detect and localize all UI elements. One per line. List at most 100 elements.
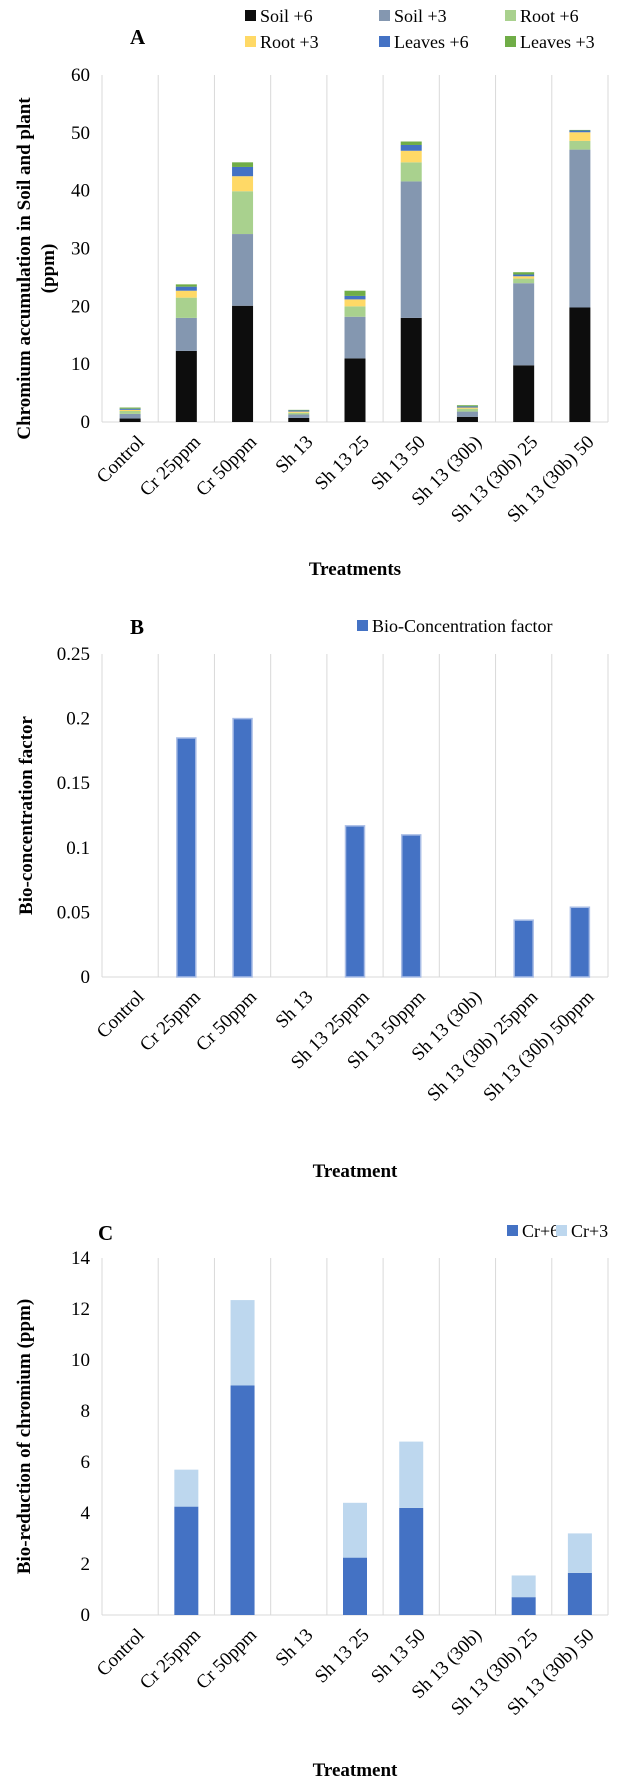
bar-bio-concentration-factor — [513, 919, 534, 978]
panel-label: C — [98, 1221, 113, 1245]
legend-label: Cr+3 — [571, 1221, 608, 1241]
legend-label: Soil +6 — [260, 6, 313, 26]
bar-root-3 — [288, 411, 310, 413]
bar-cr-6 — [567, 1572, 592, 1615]
bar-soil-3 — [119, 413, 141, 419]
bar-cr-3 — [343, 1502, 367, 1558]
bar-root-6 — [513, 278, 535, 284]
legend-swatch — [379, 36, 390, 47]
y-tick-label: 0.2 — [66, 709, 90, 730]
y-tick-label: 0.25 — [57, 644, 90, 665]
legend-label: Root +3 — [260, 32, 319, 52]
bar-root-3 — [344, 299, 366, 307]
x-tick-label: Control — [93, 1625, 149, 1681]
bar-soil-6 — [119, 418, 141, 422]
bar-soil-3 — [569, 149, 591, 308]
bar-root-6 — [288, 412, 310, 415]
x-axis-title: Treatment — [313, 1161, 398, 1182]
bar-soil-3 — [344, 316, 366, 359]
bar-leaves-6 — [513, 274, 535, 277]
legend-label: Soil +3 — [394, 6, 447, 26]
y-tick-label: 4 — [81, 1503, 91, 1524]
bar-cr-6 — [174, 1506, 199, 1615]
y-tick-label: 10 — [71, 1350, 90, 1371]
bar-root-6 — [344, 306, 366, 317]
bar-root-3 — [569, 132, 591, 141]
y-tick-label: 12 — [71, 1299, 90, 1320]
legend-label: Cr+6 — [522, 1221, 559, 1241]
x-tick-label: Cr 25ppm — [136, 987, 205, 1056]
bar-leaves-3 — [400, 141, 422, 145]
legend-label: Leaves +6 — [394, 32, 469, 52]
bar-soil-6 — [344, 358, 366, 422]
legend-swatch — [507, 1225, 518, 1236]
bar-cr-3 — [567, 1533, 592, 1573]
x-tick-label: Cr 50ppm — [192, 1625, 261, 1694]
bar-leaves-3 — [288, 409, 310, 411]
panel-label: A — [130, 25, 146, 49]
x-tick-label: Control — [93, 432, 149, 488]
y-axis-title: Chromium accumulation in Soil and plant(… — [14, 97, 59, 440]
bar-root-6 — [456, 408, 478, 412]
x-tick-label: Cr 25ppm — [136, 432, 205, 501]
y-tick-label: 50 — [71, 123, 90, 144]
y-tick-label: 0 — [81, 412, 91, 433]
bar-cr-6 — [230, 1385, 255, 1615]
y-tick-label: 2 — [81, 1554, 91, 1575]
legend-label: Root +6 — [520, 6, 579, 26]
bar-soil-3 — [232, 234, 254, 306]
bar-cr-6 — [511, 1597, 536, 1615]
bar-soil-3 — [456, 411, 478, 417]
x-tick-label: Sh 13 — [272, 987, 318, 1033]
bar-cr-3 — [399, 1441, 424, 1508]
y-tick-label: 14 — [71, 1248, 91, 1269]
bar-root-6 — [569, 140, 591, 150]
y-tick-label: 10 — [71, 354, 90, 375]
y-tick-label: 60 — [71, 65, 90, 86]
bar-soil-3 — [288, 414, 310, 418]
y-axis-title: Bio-reduction of chromium (ppm) — [14, 1299, 35, 1574]
bar-bio-concentration-factor — [344, 825, 366, 978]
y-tick-label: 0 — [81, 967, 91, 988]
bar-root-3 — [513, 276, 535, 279]
bar-leaves-6 — [569, 130, 591, 133]
bar-cr-3 — [230, 1300, 255, 1386]
legend-swatch — [379, 10, 390, 21]
y-tick-label: 30 — [71, 239, 90, 260]
bar-bio-concentration-factor — [176, 737, 197, 978]
x-tick-label: Sh 13 — [272, 432, 318, 478]
legend-swatch — [245, 36, 256, 47]
bar-leaves-3 — [119, 407, 141, 409]
bar-bio-concentration-factor — [569, 906, 591, 978]
bar-leaves-3 — [344, 290, 366, 296]
bar-root-3 — [232, 176, 254, 192]
bar-leaves-3 — [456, 405, 478, 407]
bar-root-3 — [119, 409, 141, 412]
bar-leaves-6 — [456, 406, 478, 408]
bar-cr-3 — [174, 1469, 199, 1507]
bar-soil-6 — [400, 317, 422, 422]
y-tick-label: 8 — [81, 1401, 91, 1422]
y-tick-label: 0 — [81, 1605, 91, 1626]
bar-leaves-6 — [119, 408, 141, 410]
bar-soil-6 — [513, 365, 535, 422]
panel-label: B — [130, 615, 144, 639]
bar-bio-concentration-factor — [232, 717, 253, 978]
bar-leaves-6 — [232, 166, 254, 177]
y-tick-label: 6 — [81, 1452, 91, 1473]
bar-bio-concentration-factor — [400, 834, 422, 978]
x-tick-label: Sh 13 — [272, 1625, 318, 1671]
bar-leaves-6 — [175, 286, 197, 291]
bar-root-6 — [400, 162, 422, 182]
y-tick-label: 0.15 — [57, 773, 90, 794]
x-tick-label: Sh 13 25 — [311, 1625, 374, 1688]
bar-cr-3 — [511, 1575, 536, 1598]
bar-soil-6 — [456, 416, 478, 422]
bar-root-6 — [119, 411, 141, 414]
x-axis-title: Treatments — [309, 559, 401, 580]
bar-leaves-3 — [569, 129, 591, 131]
bar-root-3 — [456, 407, 478, 409]
